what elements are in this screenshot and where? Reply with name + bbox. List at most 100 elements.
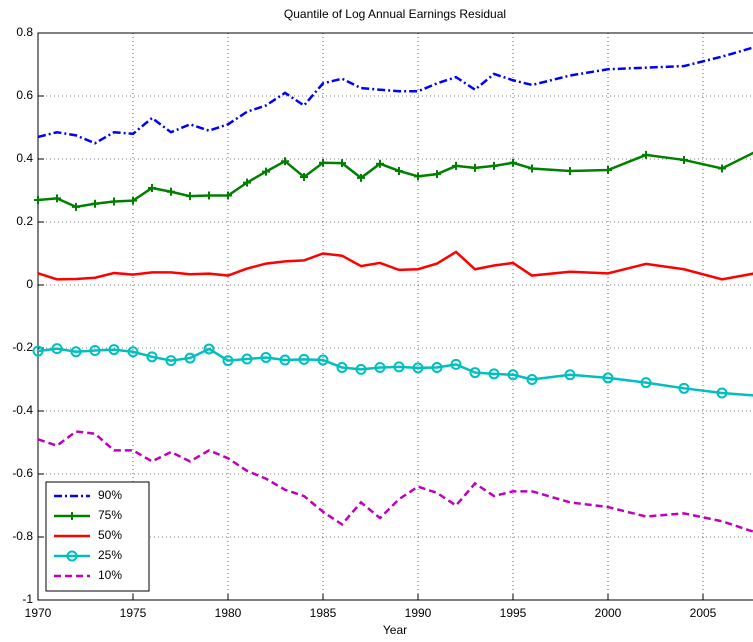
- point-marker: [66, 550, 78, 562]
- point-marker: [110, 197, 118, 206]
- point-marker: [374, 362, 386, 374]
- point-marker: [566, 166, 574, 175]
- y-tick-label: 0: [26, 277, 33, 291]
- point-marker: [281, 157, 289, 166]
- legend-label: 10%: [98, 568, 122, 582]
- point-marker: [338, 159, 346, 168]
- point-marker: [490, 161, 498, 170]
- x-tick-label: 2005: [690, 606, 717, 620]
- legend-label: 50%: [98, 528, 122, 542]
- point-marker: [604, 166, 612, 175]
- point-marker: [678, 382, 690, 394]
- x-axis-label: Year: [383, 623, 407, 637]
- point-marker: [528, 164, 536, 173]
- x-tick-label: 1970: [25, 606, 52, 620]
- axes-box: [37, 32, 753, 601]
- legend-label: 25%: [98, 548, 122, 562]
- y-tick-label: 0.8: [16, 25, 33, 39]
- point-marker: [564, 369, 576, 381]
- point-marker: [53, 194, 61, 203]
- series: [37, 250, 753, 281]
- chart-title: Quantile of Log Annual Earnings Residual: [284, 7, 506, 21]
- point-marker: [357, 173, 365, 182]
- point-marker: [469, 367, 481, 379]
- series: [34, 150, 753, 211]
- series-line: [37, 46, 753, 145]
- point-marker: [127, 346, 139, 358]
- point-marker: [203, 343, 215, 355]
- x-tick-label: 1985: [310, 606, 337, 620]
- y-tick-label: -0.8: [12, 529, 33, 543]
- point-marker: [184, 352, 196, 364]
- point-marker: [32, 345, 44, 357]
- point-marker: [640, 377, 652, 389]
- point-marker: [355, 363, 367, 375]
- point-marker: [205, 191, 213, 200]
- y-tick-label: -1: [22, 592, 33, 606]
- y-tick-label: -0.4: [12, 403, 33, 417]
- y-tick-label: -0.2: [12, 340, 33, 354]
- point-marker: [376, 159, 384, 168]
- y-tick-label: 0.2: [16, 214, 33, 228]
- point-marker: [336, 362, 348, 374]
- series-line: [37, 250, 753, 281]
- point-marker: [279, 354, 291, 366]
- point-marker: [393, 361, 405, 373]
- point-marker: [34, 195, 42, 204]
- point-marker: [222, 355, 234, 367]
- point-marker: [186, 192, 194, 201]
- x-tick-label: 1980: [215, 606, 242, 620]
- series: [32, 343, 753, 399]
- point-marker: [488, 368, 500, 380]
- point-marker: [317, 354, 329, 366]
- point-marker: [260, 351, 272, 363]
- point-marker: [412, 362, 424, 374]
- point-marker: [262, 167, 270, 176]
- series-line: [37, 347, 753, 397]
- point-marker: [165, 355, 177, 367]
- x-tick-label: 1975: [120, 606, 147, 620]
- point-marker: [414, 172, 422, 181]
- point-marker: [319, 158, 327, 167]
- point-marker: [167, 187, 175, 196]
- point-marker: [70, 346, 82, 358]
- point-marker: [68, 512, 76, 520]
- point-marker: [395, 166, 403, 175]
- point-marker: [72, 202, 80, 211]
- point-marker: [89, 345, 101, 357]
- point-marker: [298, 353, 310, 365]
- point-marker: [718, 164, 726, 173]
- point-marker: [146, 351, 158, 363]
- series-line: [37, 430, 753, 533]
- point-marker: [129, 196, 137, 205]
- point-marker: [642, 150, 650, 159]
- point-marker: [526, 374, 538, 385]
- point-marker: [471, 163, 479, 172]
- point-marker: [108, 344, 120, 356]
- point-marker: [716, 387, 728, 399]
- point-marker: [224, 191, 232, 200]
- x-tick-label: 1995: [500, 606, 527, 620]
- point-marker: [602, 372, 614, 384]
- point-marker: [300, 172, 308, 181]
- point-marker: [241, 353, 253, 365]
- point-marker: [680, 155, 688, 164]
- x-tick-label: 2000: [595, 606, 622, 620]
- point-marker: [433, 170, 441, 179]
- point-marker: [509, 158, 517, 167]
- point-marker: [507, 369, 519, 381]
- point-marker: [148, 183, 156, 192]
- y-tick-label: 0.4: [16, 151, 33, 165]
- series: [37, 46, 753, 145]
- plot-area: [38, 33, 753, 600]
- point-marker: [431, 362, 443, 374]
- y-tick-label: 0.6: [16, 88, 33, 102]
- legend-label: 90%: [98, 488, 122, 502]
- point-marker: [51, 343, 63, 355]
- point-marker: [450, 358, 462, 370]
- x-tick-label: 1990: [405, 606, 432, 620]
- legend: 90% 75% 50% 25% 10%: [45, 481, 150, 592]
- legend-label: 75%: [98, 508, 122, 522]
